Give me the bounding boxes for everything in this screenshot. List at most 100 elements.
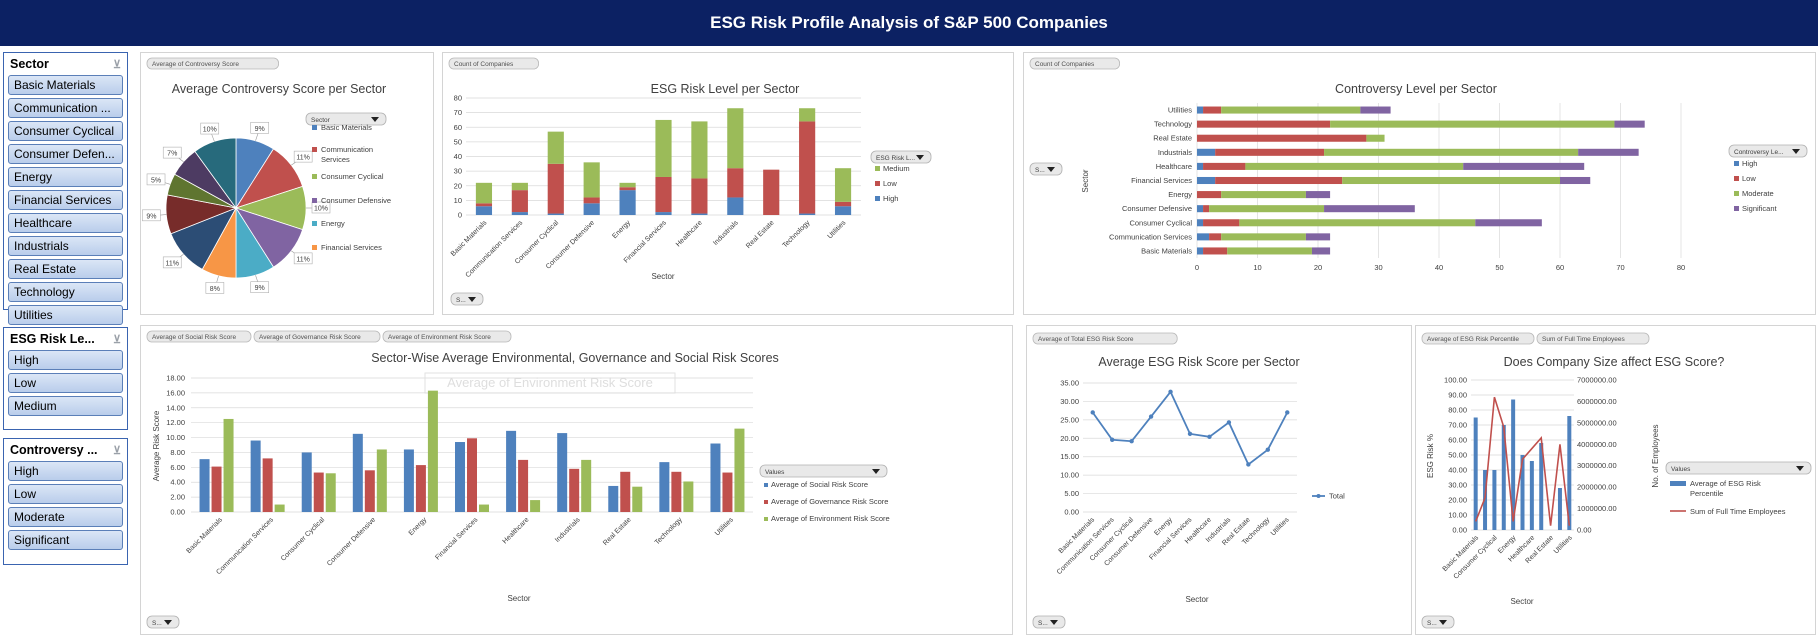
filter-clear-icon[interactable]: ⊻: [112, 58, 121, 71]
slicer-item-basic-materials[interactable]: Basic Materials: [8, 75, 123, 95]
legend-field-button-values[interactable]: Values: [759, 464, 888, 478]
bar-significant-energy[interactable]: [1305, 191, 1331, 199]
slicer-item-technology[interactable]: Technology: [8, 282, 123, 302]
field-button-average-of-governance-risk-score[interactable]: Average of Governance Risk Score: [253, 330, 381, 343]
bar-significant-industrials[interactable]: [1578, 148, 1639, 156]
bar-high-financial-services[interactable]: [1197, 176, 1216, 185]
bar-average-of-governance-risk-score-communication-services[interactable]: [262, 458, 273, 512]
bar-high-utilities[interactable]: [1197, 106, 1204, 114]
bar-low-basic-materials[interactable]: [1203, 247, 1228, 255]
bar-average-of-social-risk-score-real-estate[interactable]: [608, 485, 619, 512]
bar-low-communication-services[interactable]: [511, 190, 528, 213]
point-financial-services[interactable]: [1187, 431, 1193, 437]
bar-esg-percentile-technology[interactable]: [1557, 488, 1562, 530]
bar-high-healthcare[interactable]: [691, 213, 708, 215]
slicer-item-real-estate[interactable]: Real Estate: [8, 259, 123, 279]
field-button-average-controversy[interactable]: Average of Controversy Score: [146, 57, 280, 70]
bar-average-of-governance-risk-score-basic-materials[interactable]: [211, 466, 222, 512]
bar-low-energy[interactable]: [1197, 191, 1222, 199]
bar-low-healthcare[interactable]: [1203, 162, 1246, 170]
bar-esg-percentile-industrials[interactable]: [1539, 443, 1544, 530]
bar-low-utilities[interactable]: [834, 201, 852, 207]
field-button-average-total-esg[interactable]: Average of Total ESG Risk Score: [1032, 332, 1178, 345]
bar-average-of-environment-risk-score-consumer-defensive[interactable]: [376, 449, 387, 512]
slicer-item-medium[interactable]: Medium: [8, 396, 123, 416]
bar-medium-healthcare[interactable]: [691, 121, 708, 179]
bar-low-energy[interactable]: [619, 187, 636, 191]
filter-clear-icon[interactable]: ⊻: [112, 444, 121, 457]
controversy-level-chart-panel[interactable]: Count of Companies Controversy Level per …: [1023, 52, 1816, 315]
point-communication-services[interactable]: [1109, 437, 1115, 442]
bar-high-basic-materials[interactable]: [1197, 247, 1204, 255]
bar-esg-percentile-utilities[interactable]: [1567, 416, 1572, 530]
bar-low-financial-services[interactable]: [655, 176, 672, 213]
bar-significant-consumer-cyclical[interactable]: [1475, 219, 1542, 227]
axis-field-button-sector[interactable]: S...: [450, 292, 484, 306]
filter-clear-icon[interactable]: ⊻: [112, 333, 121, 346]
bar-high-industrials[interactable]: [727, 197, 744, 215]
bar-average-of-governance-risk-score-consumer-defensive[interactable]: [364, 470, 375, 512]
axis-field-button-sector[interactable]: S...: [146, 615, 180, 629]
bar-average-of-environment-risk-score-consumer-cyclical[interactable]: [325, 473, 336, 512]
bar-high-consumer-defensive[interactable]: [1197, 205, 1204, 213]
point-healthcare[interactable]: [1207, 434, 1212, 440]
bar-low-communication-services[interactable]: [1209, 233, 1222, 241]
bar-average-of-social-risk-score-financial-services[interactable]: [455, 442, 465, 512]
slicer-item-high[interactable]: High: [8, 350, 123, 370]
bar-average-of-environment-risk-score-real-estate[interactable]: [632, 486, 643, 512]
bar-average-of-social-risk-score-healthcare[interactable]: [506, 430, 517, 512]
slicer-item-communication[interactable]: Communication ...: [8, 98, 123, 118]
bar-low-consumer-defensive[interactable]: [1203, 205, 1210, 213]
bar-average-of-environment-risk-score-financial-services[interactable]: [479, 504, 489, 512]
axis-field-button-sector[interactable]: S...: [1421, 615, 1455, 629]
bar-low-consumer-cyclical[interactable]: [547, 163, 564, 214]
point-industrials[interactable]: [1226, 420, 1232, 425]
bar-high-industrials[interactable]: [1197, 148, 1216, 156]
bar-average-of-environment-risk-score-utilities[interactable]: [734, 428, 745, 512]
bar-average-of-governance-risk-score-industrials[interactable]: [569, 468, 580, 512]
bar-significant-consumer-defensive[interactable]: [1324, 205, 1415, 213]
bar-average-of-social-risk-score-energy[interactable]: [403, 449, 414, 512]
bar-high-utilities[interactable]: [834, 206, 852, 215]
bar-medium-consumer-cyclical[interactable]: [547, 131, 564, 164]
slicer-item-energy[interactable]: Energy: [8, 167, 123, 187]
bar-significant-utilities[interactable]: [1360, 106, 1391, 114]
field-button-count-companies[interactable]: Count of Companies: [1029, 57, 1120, 70]
bar-high-basic-materials[interactable]: [475, 206, 493, 215]
bar-low-healthcare[interactable]: [691, 178, 708, 214]
bar-average-of-social-risk-score-basic-materials[interactable]: [199, 459, 210, 512]
bar-average-of-governance-risk-score-consumer-cyclical[interactable]: [313, 472, 324, 512]
bar-moderate-basic-materials[interactable]: [1227, 247, 1312, 255]
bar-medium-industrials[interactable]: [727, 108, 744, 169]
bar-significant-basic-materials[interactable]: [1311, 247, 1331, 255]
point-consumer-defensive[interactable]: [1148, 414, 1154, 419]
bar-average-of-governance-risk-score-energy[interactable]: [415, 465, 426, 512]
point-real-estate[interactable]: [1246, 462, 1251, 467]
bar-high-technology[interactable]: [799, 213, 816, 215]
bar-average-of-social-risk-score-consumer-defensive[interactable]: [352, 433, 363, 512]
bar-average-of-environment-risk-score-technology[interactable]: [683, 481, 694, 512]
bar-moderate-communication-services[interactable]: [1221, 233, 1306, 241]
slicer-item-healthcare[interactable]: Healthcare: [8, 213, 123, 233]
bar-low-real-estate[interactable]: [763, 169, 780, 215]
bar-low-basic-materials[interactable]: [475, 203, 493, 207]
pie-chart-panel[interactable]: Average of Controversy Score Average Cont…: [140, 52, 434, 315]
bar-medium-communication-services[interactable]: [511, 182, 528, 191]
bar-esg-percentile-energy[interactable]: [1511, 399, 1516, 531]
legend-field-button-esg-risk-level[interactable]: ESG Risk L...: [870, 150, 932, 164]
bar-low-technology[interactable]: [1197, 120, 1331, 128]
bar-low-industrials[interactable]: [727, 168, 744, 198]
bar-high-financial-services[interactable]: [655, 212, 672, 215]
point-consumer-cyclical[interactable]: [1129, 439, 1134, 444]
slicer-item-significant[interactable]: Significant: [8, 530, 123, 550]
bar-moderate-real-estate[interactable]: [1366, 134, 1385, 142]
field-button-average-of-environment-risk-score[interactable]: Average of Environment Risk Score: [382, 330, 512, 343]
slicer-item-financial-services[interactable]: Financial Services: [8, 190, 123, 210]
bar-medium-energy[interactable]: [619, 182, 636, 188]
bar-average-of-environment-risk-score-communication-services[interactable]: [274, 504, 285, 512]
bar-low-utilities[interactable]: [1203, 106, 1222, 114]
bar-high-consumer-cyclical[interactable]: [1197, 219, 1204, 227]
legend-field-button-values[interactable]: Values: [1665, 461, 1812, 475]
company-size-chart-panel[interactable]: Average of ESG Risk Percentile Sum of Ful…: [1415, 325, 1816, 635]
slicer-item-utilities[interactable]: Utilities: [8, 305, 123, 325]
